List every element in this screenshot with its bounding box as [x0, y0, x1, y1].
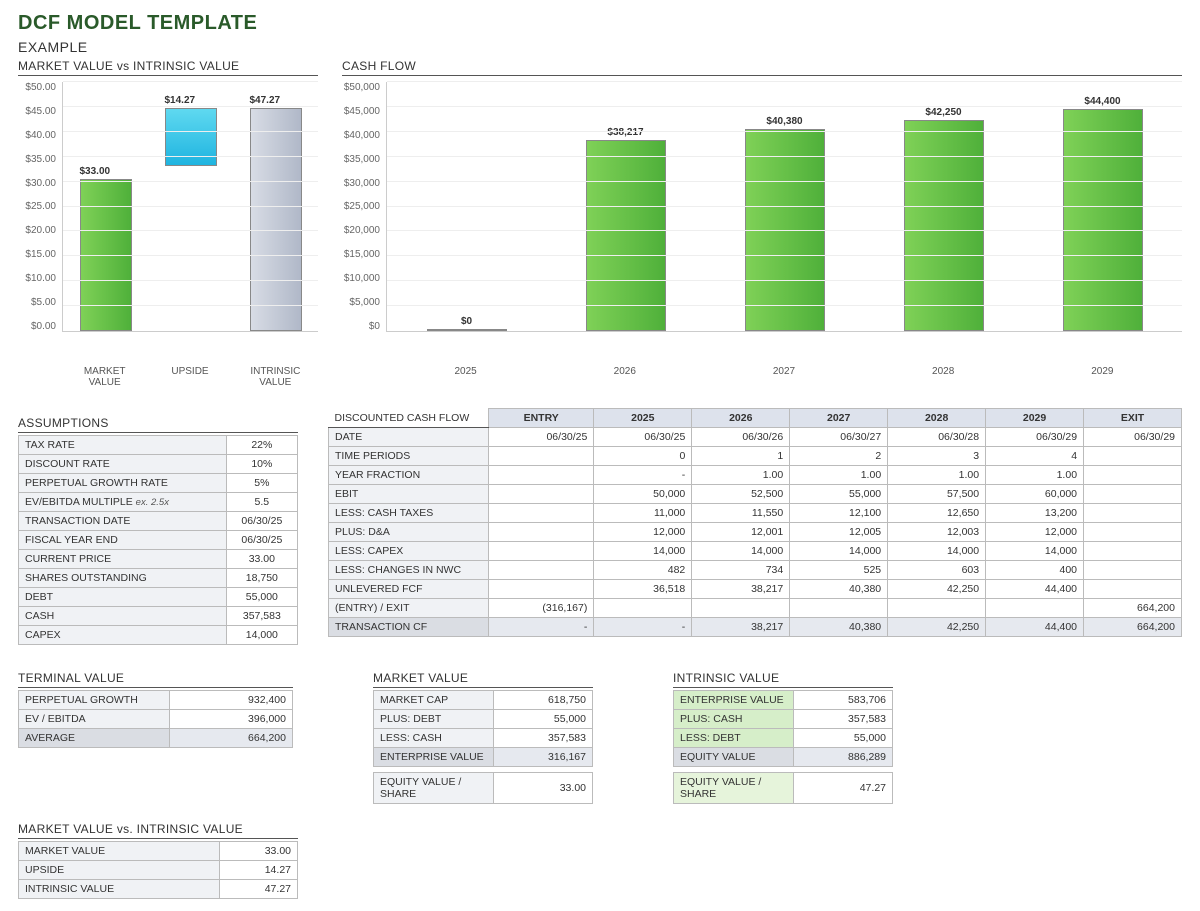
- assumptions-block: ASSUMPTIONS TAX RATE22%DISCOUNT RATE10%P…: [18, 408, 298, 645]
- intrinsic-value-table: ENTERPRISE VALUE583,706PLUS: CASH357,583…: [673, 690, 893, 804]
- chart-cashflow: CASH FLOW $50,000$45,000$40,000$35,000$3…: [342, 59, 1182, 388]
- chart1-title: MARKET VALUE vs INTRINSIC VALUE: [18, 59, 318, 76]
- valuation-row: TERMINAL VALUE PERPETUAL GROWTH932,400EV…: [18, 663, 1182, 804]
- chart2-title: CASH FLOW: [342, 59, 1182, 76]
- charts-row: MARKET VALUE vs INTRINSIC VALUE $50.00$4…: [18, 59, 1182, 388]
- chart1-yaxis: $50.00$45.00$40.00$35.00$30.00$25.00$20.…: [18, 82, 62, 332]
- chart2-plot: $0$38,217$40,380$42,250$44,400: [386, 82, 1182, 332]
- page-title: DCF MODEL TEMPLATE: [18, 12, 1182, 35]
- market-value-block: MARKET VALUE MARKET CAP618,750PLUS: DEBT…: [373, 663, 593, 804]
- mv-iv-title: MARKET VALUE vs. INTRINSIC VALUE: [18, 822, 298, 839]
- dcf-table: DISCOUNTED CASH FLOWENTRY202520262027202…: [328, 408, 1182, 637]
- mv-iv-block: MARKET VALUE vs. INTRINSIC VALUE MARKET …: [18, 822, 298, 899]
- assumptions-table: TAX RATE22%DISCOUNT RATE10%PERPETUAL GRO…: [18, 435, 298, 645]
- assumptions-dcf-row: ASSUMPTIONS TAX RATE22%DISCOUNT RATE10%P…: [18, 408, 1182, 645]
- intrinsic-value-title: INTRINSIC VALUE: [673, 671, 893, 688]
- market-value-table: MARKET CAP618,750PLUS: DEBT55,000LESS: C…: [373, 690, 593, 804]
- assumptions-title: ASSUMPTIONS: [18, 416, 298, 433]
- intrinsic-value-block: INTRINSIC VALUE ENTERPRISE VALUE583,706P…: [673, 663, 893, 804]
- terminal-block: TERMINAL VALUE PERPETUAL GROWTH932,400EV…: [18, 663, 293, 748]
- page-subtitle: EXAMPLE: [18, 39, 1182, 55]
- chart1-plot: $33.00$14.27$47.27: [62, 82, 318, 332]
- market-value-title: MARKET VALUE: [373, 671, 593, 688]
- chart-mv-iv: MARKET VALUE vs INTRINSIC VALUE $50.00$4…: [18, 59, 318, 388]
- dcf-block: DISCOUNTED CASH FLOWENTRY202520262027202…: [328, 408, 1182, 637]
- mv-iv-table: MARKET VALUE33.00UPSIDE14.27INTRINSIC VA…: [18, 841, 298, 899]
- chart2-xlabels: 20252026202720282029: [386, 366, 1182, 377]
- chart1-xlabels: MARKET VALUEUPSIDEINTRINSIC VALUE: [62, 366, 318, 388]
- terminal-title: TERMINAL VALUE: [18, 671, 293, 688]
- chart2-yaxis: $50,000$45,000$40,000$35,000$30,000$25,0…: [342, 82, 386, 332]
- terminal-table: PERPETUAL GROWTH932,400EV / EBITDA396,00…: [18, 690, 293, 748]
